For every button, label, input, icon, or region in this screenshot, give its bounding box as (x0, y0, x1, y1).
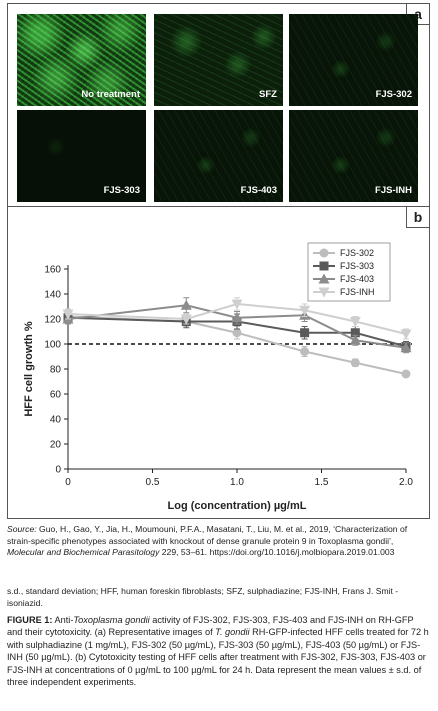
data-point (231, 312, 243, 323)
series-fjs-inh (62, 297, 412, 340)
micrograph-fjs-302: FJS-302 (289, 14, 418, 106)
data-point (300, 328, 310, 338)
y-tick-label: 80 (50, 365, 62, 376)
source-citation: Source: Guo, H., Gao, Y., Jia, H., Moumo… (7, 524, 431, 559)
panel-divider (8, 206, 429, 207)
data-point (350, 358, 360, 368)
legend-marker (318, 287, 330, 298)
y-tick-label: 20 (50, 440, 62, 451)
x-tick-label: 0.5 (146, 477, 160, 488)
series-line (67, 316, 407, 348)
chart-series (62, 297, 412, 379)
series-line (67, 304, 407, 349)
micrograph-label: FJS-INH (375, 185, 412, 196)
data-point (299, 305, 311, 316)
data-point (400, 342, 412, 353)
chart-legend: FJS-302 FJS-303 FJS-403 FJS-INH (307, 242, 391, 302)
micrograph-label: FJS-403 (240, 185, 277, 196)
micrograph-label: FJS-302 (375, 89, 412, 100)
data-point (401, 369, 411, 379)
figure-frame: a No treatment SFZ FJS-302 FJS-303 FJS-4… (7, 3, 430, 519)
legend-entry: FJS-302 (340, 248, 374, 258)
source-lead: Source: (7, 524, 37, 534)
caption-text: activity of FJS-302, FJS-303, FJS-403 an… (7, 615, 414, 638)
caption-text: RH-GFP-infected HFF cells treated for 72… (7, 627, 429, 688)
series-line (67, 302, 407, 335)
legend-marker (319, 261, 329, 271)
y-tick-label: 40 (50, 415, 62, 426)
caption-italic: Toxoplasma gondii (73, 615, 150, 625)
x-tick-label: 1.5 (315, 477, 329, 488)
data-point (349, 317, 361, 327)
micrograph-fjs-303: FJS-303 (17, 110, 146, 202)
micrograph-no-treatment: No treatment (17, 14, 146, 106)
y-axis-title: HFF cell growth % (23, 321, 35, 417)
data-point (300, 347, 310, 356)
data-point (180, 299, 192, 310)
source-journal: Molecular and Biochemical Parasitology (7, 547, 160, 558)
y-tick-label: 100 (44, 340, 61, 351)
micrograph-label: No treatment (81, 89, 140, 100)
y-tick-label: 160 (44, 265, 61, 276)
data-point (231, 299, 243, 310)
micrograph-sfz: SFZ (154, 14, 283, 106)
data-point (350, 328, 360, 338)
y-tick-label: 0 (55, 465, 61, 476)
micrograph-label: FJS-303 (103, 185, 140, 196)
legend-entry: FJS-INH (340, 287, 375, 297)
y-tick-label: 140 (44, 290, 61, 301)
caption-text: Anti- (52, 615, 74, 625)
micrograph-fjs-inh: FJS-INH (289, 110, 418, 202)
y-tick-label: 60 (50, 390, 62, 401)
data-point (400, 329, 412, 340)
source-text-1: Guo, H., Gao, Y., Jia, H., Moumouni, P.F… (7, 524, 408, 546)
figure-caption: FIGURE 1: Anti-Toxoplasma gondii activit… (7, 614, 431, 688)
x-tick-label: 1.0 (230, 477, 244, 488)
chart-axes: 0 20 40 60 80 100 120 140 160 0 0.5 1.0 1.5 2.0 Log (c… (23, 265, 413, 513)
legend-entry: FJS-303 (340, 261, 374, 271)
panel-b-label: b (406, 207, 429, 228)
y-tick-label: 120 (44, 315, 61, 326)
data-point (180, 314, 192, 325)
caption-italic: T. gondii (215, 627, 250, 638)
caption-label: FIGURE 1: (7, 615, 53, 625)
x-tick-label: 2.0 (399, 477, 413, 488)
cytotoxicity-line-chart: 0 20 40 60 80 100 120 140 160 0 0.5 1.0 1.5 2.0 Log (c… (23, 242, 413, 513)
x-tick-label: 0 (65, 477, 71, 488)
data-point (349, 334, 361, 345)
x-axis-title: Log (concentration) µg/mL (168, 500, 307, 512)
micrograph-fjs-403: FJS-403 (154, 110, 283, 202)
source-text-2: 229, 53–61. https://doi.org/10.1016/j.mo… (159, 547, 395, 558)
data-point (232, 328, 242, 338)
legend-entry: FJS-403 (340, 274, 374, 284)
legend-marker (318, 273, 330, 284)
micrograph-label: SFZ (259, 89, 277, 100)
legend-marker (319, 248, 329, 258)
abbreviations: s.d., standard deviation; HFF, human for… (7, 586, 399, 608)
data-point (62, 309, 74, 320)
